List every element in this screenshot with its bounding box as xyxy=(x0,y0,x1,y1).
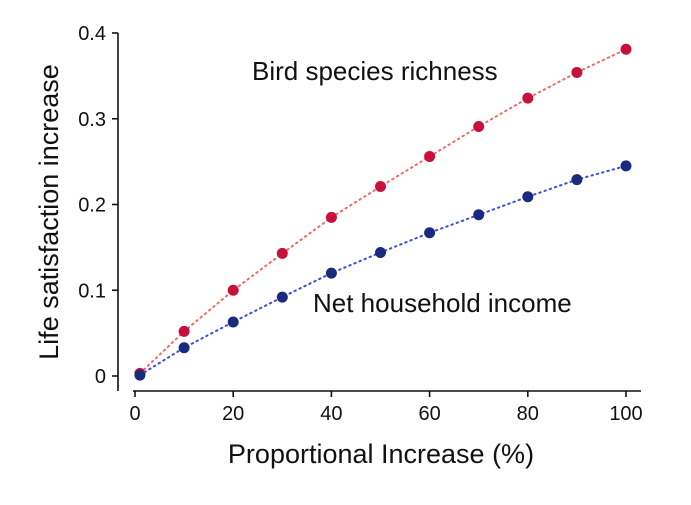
series-line-net-household-income xyxy=(138,164,627,377)
series-annotation-net-household-income: Net household income xyxy=(313,288,572,318)
x-axis-label: Proportional Increase (%) xyxy=(228,439,534,469)
series-layer xyxy=(134,43,632,381)
data-point-bird-species-richness xyxy=(571,66,583,78)
data-point-bird-species-richness xyxy=(473,120,485,132)
data-point-net-household-income xyxy=(571,174,583,186)
y-axis-ticks: 0 0.1 0.2 0.3 0.4 xyxy=(78,23,118,388)
data-point-bird-species-richness xyxy=(522,92,534,104)
y-tick-label: 0.3 xyxy=(78,109,106,131)
data-point-bird-species-richness xyxy=(178,325,190,337)
series-line-bird-species-richness xyxy=(138,48,627,375)
data-point-net-household-income xyxy=(276,291,288,303)
data-point-net-household-income xyxy=(178,342,190,354)
data-point-net-household-income xyxy=(620,160,632,172)
data-point-net-household-income xyxy=(227,316,239,328)
x-axis-ticks: 0 20 40 60 80 100 xyxy=(129,391,643,425)
x-tick-label: 0 xyxy=(129,403,140,425)
data-point-net-household-income xyxy=(134,369,146,381)
data-point-net-household-income xyxy=(522,191,534,203)
x-tick-label: 80 xyxy=(517,403,539,425)
x-tick-label: 100 xyxy=(609,403,642,425)
data-point-net-household-income xyxy=(424,227,436,239)
data-point-net-household-income xyxy=(325,267,337,279)
y-axis-label: Life satisfaction increase xyxy=(34,64,64,360)
x-tick-label: 40 xyxy=(320,403,342,425)
y-tick-label: 0.4 xyxy=(78,23,106,45)
y-tick-label: 0.1 xyxy=(78,280,106,302)
series-annotation-bird-species-richness: Bird species richness xyxy=(252,56,498,86)
data-point-bird-species-richness xyxy=(424,150,436,162)
y-tick-label: 0 xyxy=(95,366,106,388)
data-point-bird-species-richness xyxy=(620,43,632,55)
data-point-bird-species-richness xyxy=(276,247,288,259)
data-point-net-household-income xyxy=(375,247,386,259)
y-tick-label: 0.2 xyxy=(78,195,106,217)
data-point-net-household-income xyxy=(473,209,485,221)
data-point-bird-species-richness xyxy=(325,211,337,223)
x-tick-label: 60 xyxy=(418,403,440,425)
data-point-bird-species-richness xyxy=(227,284,239,296)
data-point-bird-species-richness xyxy=(375,180,386,192)
x-tick-label: 20 xyxy=(222,403,244,425)
